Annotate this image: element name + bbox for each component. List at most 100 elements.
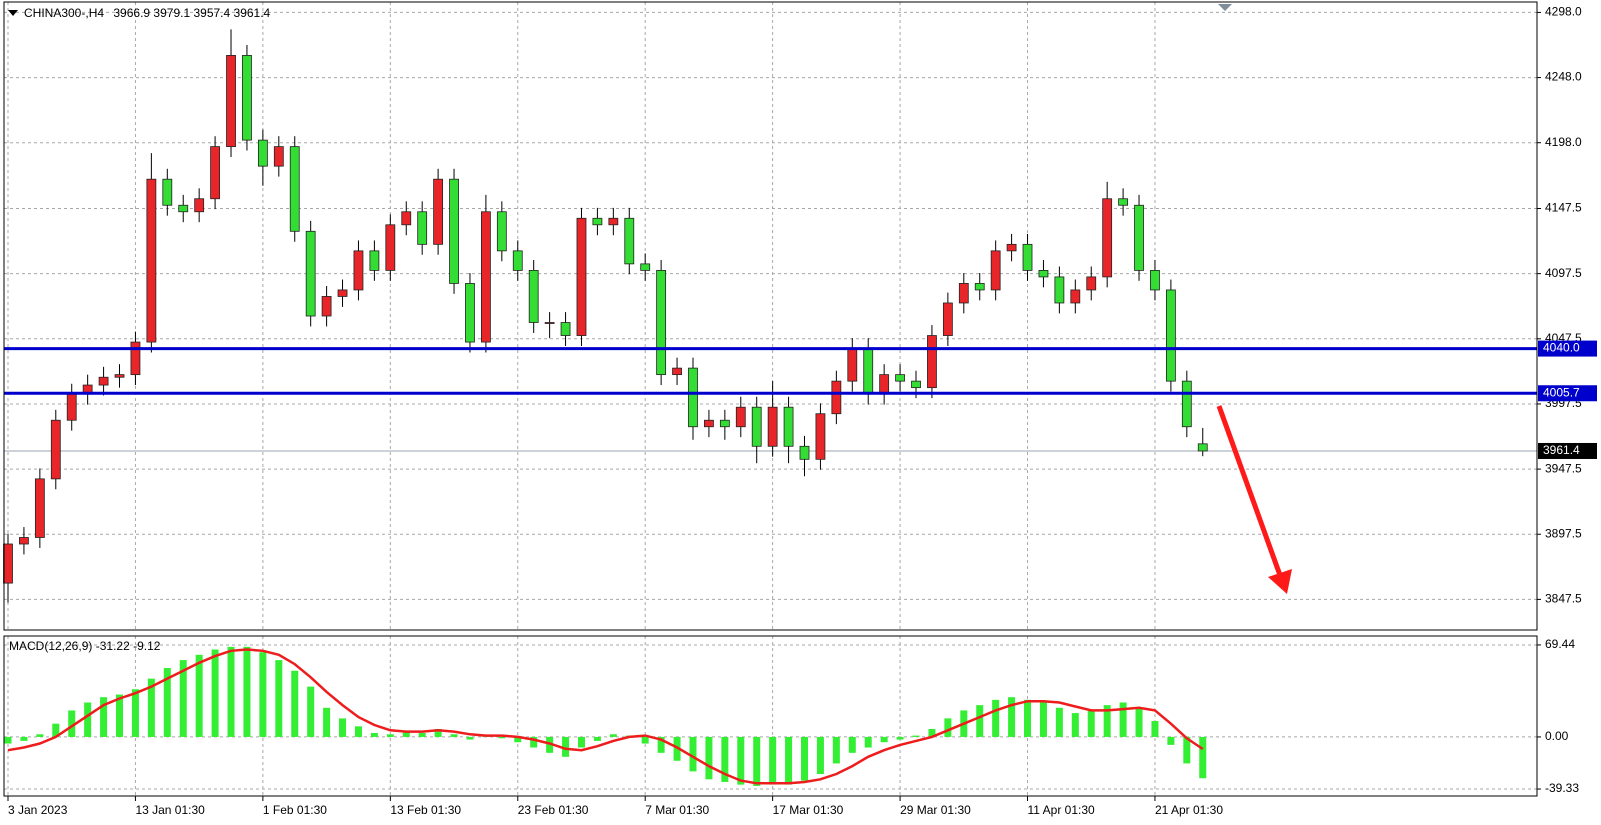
y-tick-label: 3897.5 xyxy=(1545,526,1582,540)
candle-body xyxy=(688,367,698,428)
candle-body xyxy=(512,250,523,271)
candle-body xyxy=(958,283,969,304)
candle-body xyxy=(1165,289,1176,382)
candle-body xyxy=(831,380,842,415)
candle-body xyxy=(178,204,189,213)
candle-body xyxy=(942,302,953,336)
candle-body xyxy=(528,269,539,323)
level-label-box xyxy=(1538,385,1597,402)
macd-bar xyxy=(418,732,426,737)
macd-bar xyxy=(227,646,235,737)
macd-bar xyxy=(1151,721,1159,737)
macd-bar xyxy=(466,736,474,740)
macd-bar xyxy=(354,726,362,737)
macd-bar xyxy=(912,735,920,737)
macd-bar xyxy=(1071,713,1079,737)
macd-bar xyxy=(450,734,458,737)
macd-bar xyxy=(1024,699,1032,737)
candle-body xyxy=(990,250,1001,291)
macd-bar xyxy=(816,736,824,775)
macd-bar xyxy=(1103,705,1111,737)
shift-marker xyxy=(1218,4,1232,11)
candle-body xyxy=(927,335,937,389)
y-tick-label: -39.33 xyxy=(1545,781,1579,795)
candle-body xyxy=(353,250,364,291)
y-tick-label: 4298.0 xyxy=(1545,5,1582,19)
level-label: 4040.0 xyxy=(1543,341,1580,355)
title-marker xyxy=(8,10,18,16)
macd-bar xyxy=(100,697,108,737)
macd-bar xyxy=(36,734,44,737)
macd-value: -31.22 xyxy=(96,639,130,653)
candle-body xyxy=(719,419,730,428)
macd-bar xyxy=(68,710,76,737)
candle-body xyxy=(624,217,635,265)
candle-body xyxy=(751,406,762,447)
candle-body xyxy=(449,178,459,284)
macd-bar xyxy=(1008,697,1016,737)
macd-bar xyxy=(769,736,777,785)
macd-bar xyxy=(864,736,872,748)
candle-body xyxy=(210,146,220,200)
x-tick-label: 1 Feb 01:30 xyxy=(263,803,327,817)
candle-body xyxy=(50,419,61,480)
signal-value: -9.12 xyxy=(133,639,161,653)
macd-bar xyxy=(1183,736,1191,764)
x-tick-label: 21 Apr 01:30 xyxy=(1155,803,1223,817)
candle-body xyxy=(114,374,125,378)
macd-bar xyxy=(1135,707,1143,737)
candle-body xyxy=(337,289,348,297)
candle-body xyxy=(847,348,858,382)
candle-body xyxy=(257,139,268,167)
candle-body xyxy=(911,380,921,389)
macd-bar xyxy=(179,660,187,737)
macd-bar xyxy=(848,736,856,753)
candle-body xyxy=(480,211,491,343)
candle-body xyxy=(3,543,13,584)
macd-bar xyxy=(243,646,251,737)
macd-bar xyxy=(657,736,665,753)
candle-body xyxy=(735,406,746,428)
candle-body xyxy=(1070,289,1081,304)
candle-body xyxy=(576,217,587,336)
macd-bar xyxy=(896,736,904,740)
candle-body xyxy=(496,211,507,252)
candle-body xyxy=(130,341,141,376)
candle-body xyxy=(895,374,905,382)
candle-body xyxy=(401,211,412,226)
candle-body xyxy=(465,283,475,343)
macd-bar xyxy=(737,736,745,785)
signal-line xyxy=(7,648,1204,785)
macd-bar xyxy=(530,736,538,748)
macd-bar xyxy=(84,702,92,737)
macd-bar xyxy=(147,678,155,737)
ohlc-open: 3966.9 xyxy=(113,6,150,20)
x-tick-label: 23 Feb 01:30 xyxy=(518,803,589,817)
candle-body xyxy=(289,146,300,232)
macd-bar xyxy=(593,736,601,741)
candle-body xyxy=(799,445,810,460)
ohlc-close: 3961.4 xyxy=(234,6,271,20)
macd-bar xyxy=(1167,736,1175,745)
macd-bar xyxy=(785,736,793,785)
candle-body xyxy=(1118,198,1128,206)
candle-body xyxy=(34,478,45,538)
candle-body xyxy=(1134,204,1144,271)
y-tick-label: 4097.5 xyxy=(1545,266,1582,280)
y-tick-label: 0.00 xyxy=(1545,729,1569,743)
x-tick-label: 13 Jan 01:30 xyxy=(135,803,205,817)
ohlc-low: 3957.4 xyxy=(193,6,230,20)
macd-bar xyxy=(641,736,649,744)
price-label-box xyxy=(1538,442,1597,459)
macd-bar xyxy=(131,689,139,737)
candle-body xyxy=(1054,276,1065,304)
candle-body xyxy=(1102,198,1113,278)
candle-body xyxy=(98,376,109,386)
macd-bar xyxy=(705,736,713,780)
candle-body xyxy=(1006,243,1017,252)
y-tick-label: 3847.5 xyxy=(1545,592,1582,606)
macd-bar xyxy=(339,718,347,737)
y-tick-label: 4198.0 xyxy=(1545,135,1582,149)
candle-body xyxy=(369,250,380,271)
